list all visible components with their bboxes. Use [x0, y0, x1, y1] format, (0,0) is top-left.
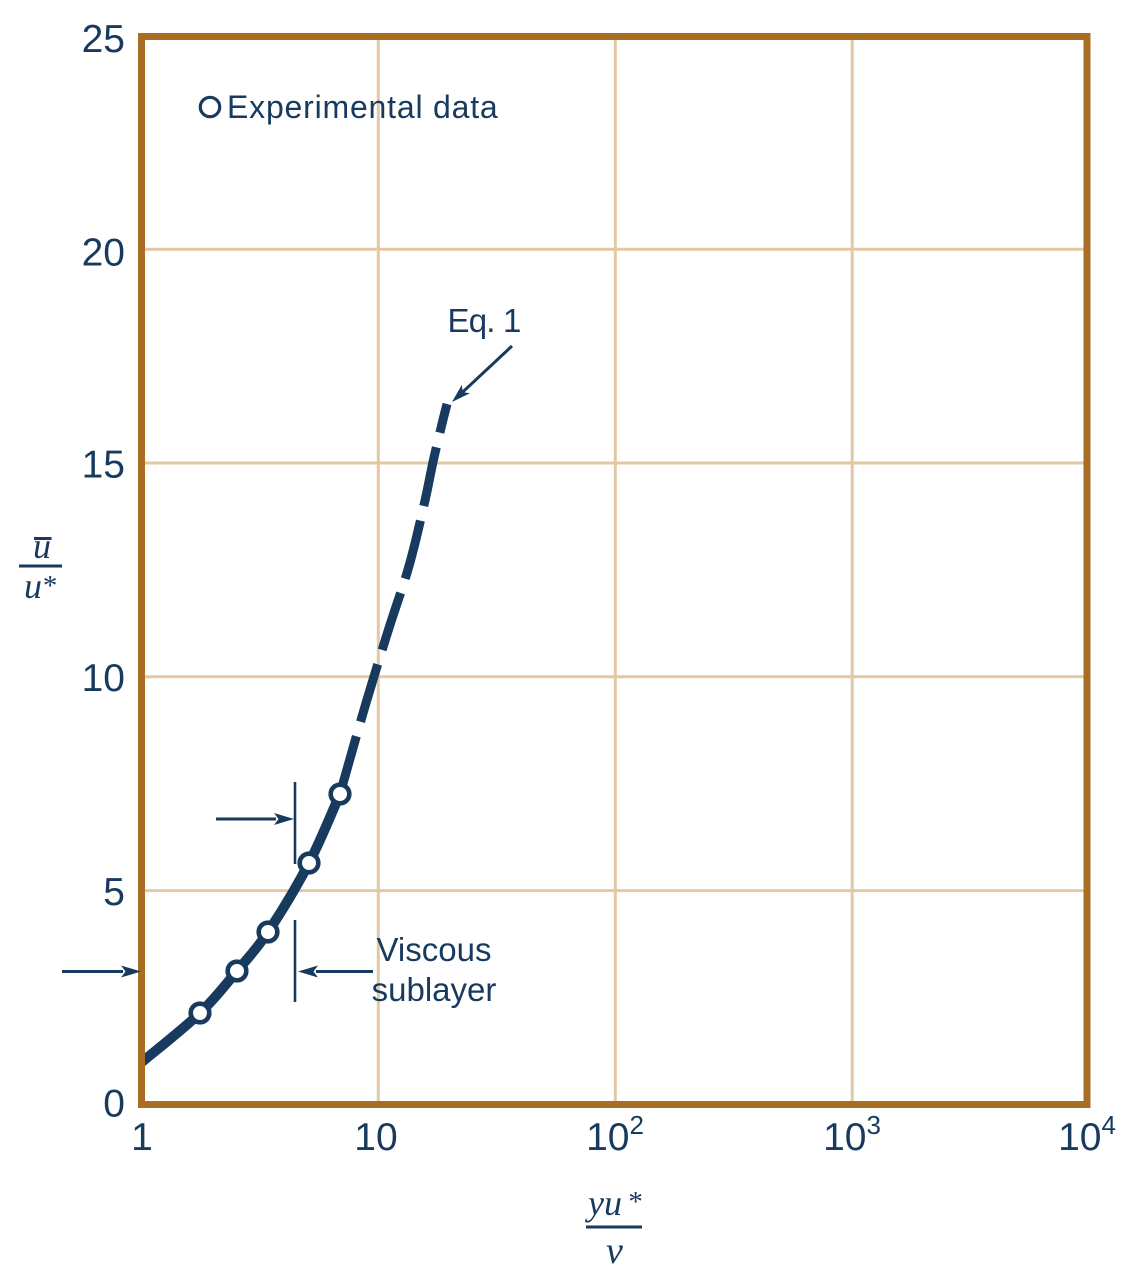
svg-text:v: v	[606, 1230, 623, 1272]
svg-text:1: 1	[131, 1116, 153, 1159]
svg-text:20: 20	[82, 232, 125, 275]
svg-text:Viscous: Viscous	[377, 931, 492, 968]
svg-text:Eq. 1: Eq. 1	[448, 302, 521, 339]
svg-text:u: u	[33, 526, 51, 566]
svg-text:0: 0	[103, 1083, 125, 1126]
svg-text:sublayer: sublayer	[372, 971, 497, 1008]
svg-text:u: u	[24, 566, 42, 606]
svg-text:*: *	[42, 570, 57, 602]
svg-text:15: 15	[82, 443, 125, 486]
svg-text:Experimental data: Experimental data	[227, 89, 499, 125]
svg-text:10: 10	[354, 1116, 397, 1159]
svg-text:25: 25	[82, 18, 125, 61]
svg-text:5: 5	[103, 871, 125, 914]
svg-text:yu: yu	[585, 1183, 622, 1223]
svg-text:*: *	[627, 1186, 642, 1218]
svg-text:10: 10	[82, 657, 125, 700]
